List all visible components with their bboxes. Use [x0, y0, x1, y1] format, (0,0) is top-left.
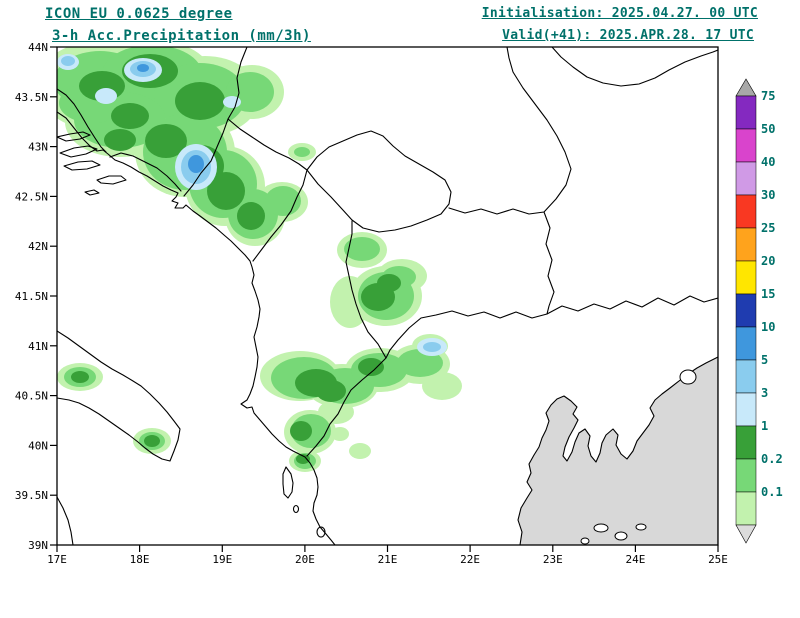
lat-axis: 44N 43.5N 43N 42.5N 42N 41.5N 41N 40.5N … [15, 41, 57, 552]
valid-time-label: Valid(+41): 2025.APR.28. 17 UTC [502, 28, 754, 43]
legend-value-label: 25 [761, 221, 775, 235]
legend-color-cell [735, 491, 757, 526]
legend-arrow-top [735, 78, 757, 97]
legend-value-label: 40 [761, 155, 775, 169]
product-title: 3-h Acc.Precipitation (mm/3h) [52, 28, 311, 44]
legend-value-label: 20 [761, 254, 775, 268]
init-time-label: Initialisation: 2025.04.27. 00 UTC [481, 6, 758, 21]
lat-tick-label: 40.5N [15, 390, 48, 403]
legend-color-cell [735, 392, 757, 427]
legend-color-cell [735, 359, 757, 394]
legend-value-label: 0.2 [761, 452, 783, 466]
kosovo-border [306, 130, 452, 233]
precip-layer-1 [71, 54, 401, 464]
legend-value-label: 15 [761, 287, 775, 301]
legend-value-label: 75 [761, 89, 775, 103]
legend-value-label: 30 [761, 188, 775, 202]
legend-value-label: 1 [761, 419, 768, 433]
legend-color-cell [735, 227, 757, 262]
legend-color-cell [735, 128, 757, 163]
lat-tick-label: 39N [28, 539, 48, 552]
legend-value-label: 50 [761, 122, 775, 136]
lon-tick-label: 17E [47, 553, 67, 566]
coastlines [57, 111, 697, 545]
lon-tick-label: 24E [625, 553, 645, 566]
lon-tick-label: 23E [543, 553, 563, 566]
lat-tick-label: 42N [28, 240, 48, 253]
legend-value-label: 5 [761, 353, 768, 367]
legend-color-cell [735, 194, 757, 229]
legend-color-cell [735, 260, 757, 295]
lat-tick-label: 39.5N [15, 489, 48, 502]
legend-color-cell [735, 326, 757, 361]
lat-tick-label: 40N [28, 439, 48, 452]
legend-value-label: 10 [761, 320, 775, 334]
lon-tick-label: 20E [295, 553, 315, 566]
legend-value-label: 3 [761, 386, 768, 400]
legend-color-cell [735, 425, 757, 460]
lat-tick-label: 44N [28, 41, 48, 54]
precip-layer-10 [137, 64, 204, 173]
legend-arrow-bottom [735, 524, 757, 544]
legend-color-cell [735, 95, 757, 130]
lon-tick-label: 21E [378, 553, 398, 566]
legend-value-label: 0.1 [761, 485, 783, 499]
legend-color-cell [735, 161, 757, 196]
lon-tick-label: 22E [460, 553, 480, 566]
lat-tick-label: 41N [28, 340, 48, 353]
lat-tick-label: 43N [28, 141, 48, 154]
country-borders [57, 47, 718, 457]
legend-color-cell [735, 458, 757, 493]
lon-tick-label: 19E [212, 553, 232, 566]
lat-tick-label: 43.5N [15, 91, 48, 104]
lon-tick-label: 25E [708, 553, 728, 566]
lon-tick-label: 18E [130, 553, 150, 566]
lat-tick-label: 41.5N [15, 290, 48, 303]
legend-colorbar: 75 50 40 30 25 20 15 10 5 3 1 0.2 0.1 [735, 78, 783, 544]
model-title: ICON EU 0.0625 degree [45, 6, 233, 22]
lat-tick-label: 42.5N [15, 190, 48, 203]
lon-axis: 17E 18E 19E 20E 21E 22E 23E 24E 25E [47, 545, 728, 566]
aegean-sea [517, 356, 718, 545]
legend-color-cell [735, 293, 757, 328]
